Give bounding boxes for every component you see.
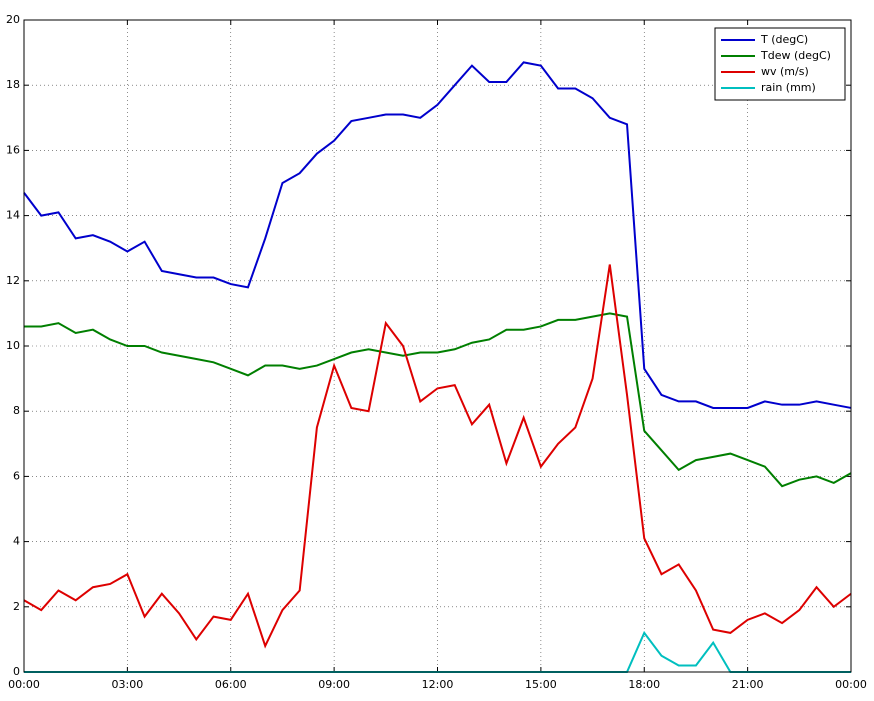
y-tick-label: 14 bbox=[6, 209, 20, 222]
x-tick-label: 00:00 bbox=[8, 678, 40, 691]
x-tick-label: 03:00 bbox=[112, 678, 144, 691]
legend-label: wv (m/s) bbox=[761, 65, 809, 78]
series-line bbox=[23, 61, 852, 409]
x-tick-label: 12:00 bbox=[422, 678, 454, 691]
legend-label: Tdew (degC) bbox=[760, 49, 831, 62]
x-tick-label: 18:00 bbox=[628, 678, 660, 691]
y-tick-label: 16 bbox=[6, 143, 20, 156]
legend-label: T (degC) bbox=[760, 33, 808, 46]
y-tick-label: 6 bbox=[13, 469, 20, 482]
y-tick-label: 8 bbox=[13, 404, 20, 417]
series-line bbox=[24, 312, 852, 488]
x-tick-label: 00:00 bbox=[835, 678, 867, 691]
y-tick-label: 12 bbox=[6, 274, 20, 287]
y-tick-label: 2 bbox=[13, 600, 20, 613]
y-tick-label: 18 bbox=[6, 78, 20, 91]
y-tick-label: 20 bbox=[6, 13, 20, 26]
x-tick-label: 21:00 bbox=[732, 678, 764, 691]
series-line bbox=[23, 264, 852, 649]
y-tick-label: 10 bbox=[6, 339, 20, 352]
y-tick-label: 0 bbox=[13, 665, 20, 678]
x-tick-label: 06:00 bbox=[215, 678, 247, 691]
legend-label: rain (mm) bbox=[761, 81, 816, 94]
x-tick-label: 09:00 bbox=[318, 678, 350, 691]
x-tick-label: 15:00 bbox=[525, 678, 557, 691]
y-tick-label: 4 bbox=[13, 535, 20, 548]
plot-border bbox=[23, 19, 852, 673]
